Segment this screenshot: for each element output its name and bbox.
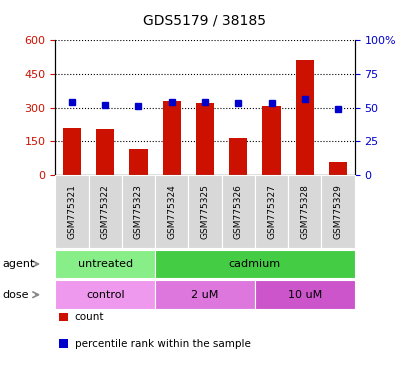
Bar — [129, 149, 147, 175]
Text: GSM775326: GSM775326 — [233, 184, 242, 238]
Text: untreated: untreated — [77, 259, 133, 269]
Text: GSM775325: GSM775325 — [200, 184, 209, 238]
Text: GSM775324: GSM775324 — [167, 184, 176, 238]
Bar — [196, 103, 213, 175]
Bar — [262, 106, 280, 175]
Text: agent: agent — [2, 259, 34, 269]
Text: control: control — [86, 290, 124, 300]
Text: GDS5179 / 38185: GDS5179 / 38185 — [143, 13, 266, 27]
Bar — [96, 129, 114, 175]
Text: count: count — [74, 312, 104, 322]
Bar — [295, 60, 313, 175]
Text: GSM775329: GSM775329 — [333, 184, 342, 238]
Text: cadmium: cadmium — [228, 259, 280, 269]
Text: GSM775328: GSM775328 — [299, 184, 308, 238]
Bar — [229, 138, 247, 175]
Text: dose: dose — [2, 290, 29, 300]
Text: GSM775322: GSM775322 — [101, 184, 110, 238]
Text: 2 uM: 2 uM — [191, 290, 218, 300]
Text: 10 uM: 10 uM — [287, 290, 321, 300]
Text: percentile rank within the sample: percentile rank within the sample — [74, 339, 250, 349]
Text: GSM775323: GSM775323 — [134, 184, 143, 238]
Bar — [162, 101, 180, 175]
Bar — [63, 127, 81, 175]
Text: GSM775321: GSM775321 — [67, 184, 76, 238]
Bar — [328, 162, 346, 175]
Text: GSM775327: GSM775327 — [266, 184, 275, 238]
